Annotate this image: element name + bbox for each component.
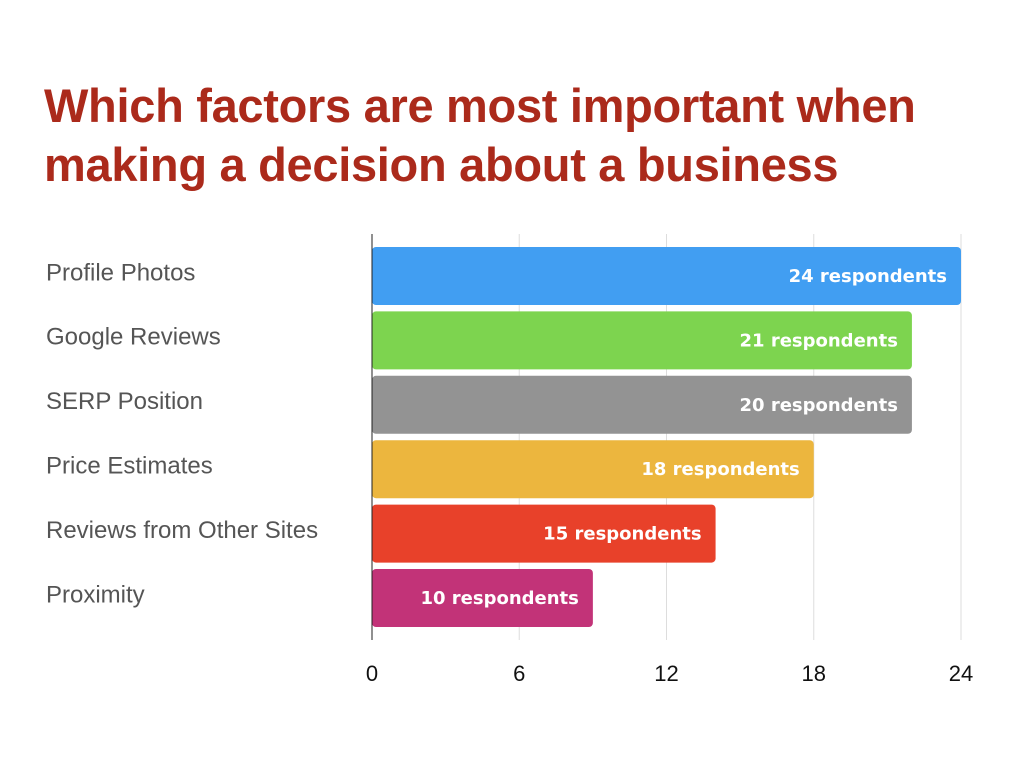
bar-data-label: 18 respondents (641, 459, 799, 480)
bar (372, 440, 814, 499)
category-label: Proximity (46, 581, 145, 608)
category-label: Price Estimates (46, 453, 213, 480)
x-tick-label: 0 (366, 661, 378, 686)
x-tick-label: 6 (513, 661, 525, 686)
category-label: SERP Position (46, 388, 203, 415)
bar-data-label: 10 respondents (420, 588, 578, 609)
chart-title: Which factors are most important when ma… (44, 76, 1004, 194)
category-label: Google Reviews (46, 324, 221, 351)
category-label: Reviews from Other Sites (46, 517, 318, 544)
bar (372, 504, 716, 563)
bar (372, 311, 912, 370)
bars (372, 247, 961, 627)
bar (372, 247, 961, 305)
bar-data-label: 15 respondents (543, 524, 701, 545)
chart-title-line-1: Which factors are most important when (44, 79, 916, 132)
x-tick-label: 12 (654, 661, 678, 686)
category-labels: Profile Photos Google Reviews SERP Positio… (46, 259, 318, 608)
x-tick-label: 18 (802, 661, 826, 686)
bar-data-label: 20 respondents (740, 395, 898, 416)
x-axis-tick-labels: 0 6 12 18 24 (366, 661, 973, 686)
bar (372, 375, 912, 434)
x-tick-label: 24 (949, 661, 973, 686)
chart-title-line-2: making a decision about a business (44, 138, 839, 191)
bar (372, 569, 593, 627)
bar-data-label: 21 respondents (740, 330, 898, 351)
data-labels: 24 respondents 21 respondents 20 responden… (420, 266, 947, 609)
category-label: Profile Photos (46, 259, 195, 286)
bar-data-label: 24 respondents (789, 266, 947, 287)
